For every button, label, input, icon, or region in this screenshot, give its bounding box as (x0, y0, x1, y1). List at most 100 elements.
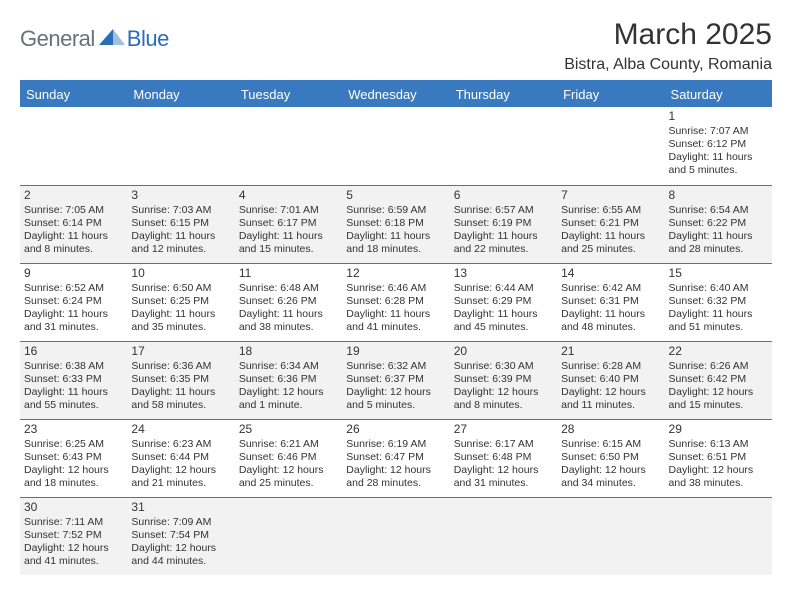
sunrise-line: Sunrise: 6:44 AM (454, 282, 553, 295)
sunset-line: Sunset: 6:48 PM (454, 451, 553, 464)
day-header: Wednesday (342, 82, 449, 107)
sunset-line: Sunset: 6:31 PM (561, 295, 660, 308)
sunset-line: Sunset: 6:24 PM (24, 295, 123, 308)
sunrise-line: Sunrise: 6:57 AM (454, 204, 553, 217)
daylight-line: Daylight: 12 hours and 11 minutes. (561, 386, 660, 412)
sunrise-line: Sunrise: 7:09 AM (131, 516, 230, 529)
day-number: 29 (669, 422, 768, 438)
daylight-line: Daylight: 12 hours and 5 minutes. (346, 386, 445, 412)
daylight-line: Daylight: 12 hours and 25 minutes. (239, 464, 338, 490)
day-number: 27 (454, 422, 553, 438)
calendar-cell: 5Sunrise: 6:59 AMSunset: 6:18 PMDaylight… (342, 185, 449, 263)
sunrise-line: Sunrise: 6:21 AM (239, 438, 338, 451)
day-number: 20 (454, 344, 553, 360)
day-number: 15 (669, 266, 768, 282)
sunset-line: Sunset: 6:14 PM (24, 217, 123, 230)
sunrise-line: Sunrise: 7:11 AM (24, 516, 123, 529)
calendar-cell: 14Sunrise: 6:42 AMSunset: 6:31 PMDayligh… (557, 263, 664, 341)
day-number: 22 (669, 344, 768, 360)
calendar-table: SundayMondayTuesdayWednesdayThursdayFrid… (20, 82, 772, 575)
calendar-cell: 2Sunrise: 7:05 AMSunset: 6:14 PMDaylight… (20, 185, 127, 263)
daylight-line: Daylight: 11 hours and 28 minutes. (669, 230, 768, 256)
day-number: 18 (239, 344, 338, 360)
daylight-line: Daylight: 12 hours and 34 minutes. (561, 464, 660, 490)
daylight-line: Daylight: 12 hours and 18 minutes. (24, 464, 123, 490)
calendar-cell (342, 107, 449, 185)
day-number: 25 (239, 422, 338, 438)
day-number: 23 (24, 422, 123, 438)
sunrise-line: Sunrise: 6:28 AM (561, 360, 660, 373)
sunset-line: Sunset: 6:36 PM (239, 373, 338, 386)
daylight-line: Daylight: 11 hours and 58 minutes. (131, 386, 230, 412)
sunrise-line: Sunrise: 6:30 AM (454, 360, 553, 373)
calendar-cell: 3Sunrise: 7:03 AMSunset: 6:15 PMDaylight… (127, 185, 234, 263)
calendar-cell: 29Sunrise: 6:13 AMSunset: 6:51 PMDayligh… (665, 419, 772, 497)
calendar-cell: 30Sunrise: 7:11 AMSunset: 7:52 PMDayligh… (20, 497, 127, 575)
day-number: 24 (131, 422, 230, 438)
calendar-cell: 7Sunrise: 6:55 AMSunset: 6:21 PMDaylight… (557, 185, 664, 263)
sunrise-line: Sunrise: 6:59 AM (346, 204, 445, 217)
daylight-line: Daylight: 11 hours and 38 minutes. (239, 308, 338, 334)
logo: General Blue (20, 26, 169, 52)
daylight-line: Daylight: 11 hours and 51 minutes. (669, 308, 768, 334)
sunset-line: Sunset: 6:25 PM (131, 295, 230, 308)
calendar-cell (450, 497, 557, 575)
page-header: General Blue March 2025 Bistra, Alba Cou… (20, 18, 772, 74)
sunrise-line: Sunrise: 6:13 AM (669, 438, 768, 451)
sunrise-line: Sunrise: 6:19 AM (346, 438, 445, 451)
sunrise-line: Sunrise: 6:42 AM (561, 282, 660, 295)
calendar-row: 1Sunrise: 7:07 AMSunset: 6:12 PMDaylight… (20, 107, 772, 185)
day-header: Saturday (665, 82, 772, 107)
sunrise-line: Sunrise: 7:01 AM (239, 204, 338, 217)
calendar-cell: 10Sunrise: 6:50 AMSunset: 6:25 PMDayligh… (127, 263, 234, 341)
sunset-line: Sunset: 6:35 PM (131, 373, 230, 386)
sunrise-line: Sunrise: 6:17 AM (454, 438, 553, 451)
day-number: 19 (346, 344, 445, 360)
day-number: 8 (669, 188, 768, 204)
calendar-body: 1Sunrise: 7:07 AMSunset: 6:12 PMDaylight… (20, 107, 772, 575)
day-number: 2 (24, 188, 123, 204)
day-number: 1 (669, 109, 768, 125)
sunrise-line: Sunrise: 7:07 AM (669, 125, 768, 138)
day-number: 30 (24, 500, 123, 516)
daylight-line: Daylight: 12 hours and 38 minutes. (669, 464, 768, 490)
sunrise-line: Sunrise: 6:26 AM (669, 360, 768, 373)
logo-text-general: General (20, 26, 95, 52)
daylight-line: Daylight: 11 hours and 18 minutes. (346, 230, 445, 256)
logo-text-blue: Blue (127, 26, 169, 52)
calendar-cell: 31Sunrise: 7:09 AMSunset: 7:54 PMDayligh… (127, 497, 234, 575)
day-header: Thursday (450, 82, 557, 107)
day-number: 5 (346, 188, 445, 204)
sunset-line: Sunset: 6:32 PM (669, 295, 768, 308)
calendar-row: 16Sunrise: 6:38 AMSunset: 6:33 PMDayligh… (20, 341, 772, 419)
day-number: 13 (454, 266, 553, 282)
day-number: 21 (561, 344, 660, 360)
sunset-line: Sunset: 6:21 PM (561, 217, 660, 230)
calendar-row: 9Sunrise: 6:52 AMSunset: 6:24 PMDaylight… (20, 263, 772, 341)
daylight-line: Daylight: 11 hours and 48 minutes. (561, 308, 660, 334)
sunset-line: Sunset: 6:37 PM (346, 373, 445, 386)
sunrise-line: Sunrise: 6:23 AM (131, 438, 230, 451)
month-title: March 2025 (564, 18, 772, 52)
day-header: Tuesday (235, 82, 342, 107)
calendar-cell: 15Sunrise: 6:40 AMSunset: 6:32 PMDayligh… (665, 263, 772, 341)
sunset-line: Sunset: 6:17 PM (239, 217, 338, 230)
sunrise-line: Sunrise: 6:52 AM (24, 282, 123, 295)
daylight-line: Daylight: 12 hours and 31 minutes. (454, 464, 553, 490)
calendar-cell (342, 497, 449, 575)
sunset-line: Sunset: 6:51 PM (669, 451, 768, 464)
calendar-cell (557, 497, 664, 575)
daylight-line: Daylight: 12 hours and 8 minutes. (454, 386, 553, 412)
day-number: 10 (131, 266, 230, 282)
calendar-cell: 25Sunrise: 6:21 AMSunset: 6:46 PMDayligh… (235, 419, 342, 497)
calendar-cell: 11Sunrise: 6:48 AMSunset: 6:26 PMDayligh… (235, 263, 342, 341)
calendar-cell: 18Sunrise: 6:34 AMSunset: 6:36 PMDayligh… (235, 341, 342, 419)
day-number: 26 (346, 422, 445, 438)
day-number: 11 (239, 266, 338, 282)
sunset-line: Sunset: 7:52 PM (24, 529, 123, 542)
calendar-row: 2Sunrise: 7:05 AMSunset: 6:14 PMDaylight… (20, 185, 772, 263)
sunrise-line: Sunrise: 6:34 AM (239, 360, 338, 373)
calendar-cell: 1Sunrise: 7:07 AMSunset: 6:12 PMDaylight… (665, 107, 772, 185)
sunrise-line: Sunrise: 6:55 AM (561, 204, 660, 217)
sunrise-line: Sunrise: 6:38 AM (24, 360, 123, 373)
